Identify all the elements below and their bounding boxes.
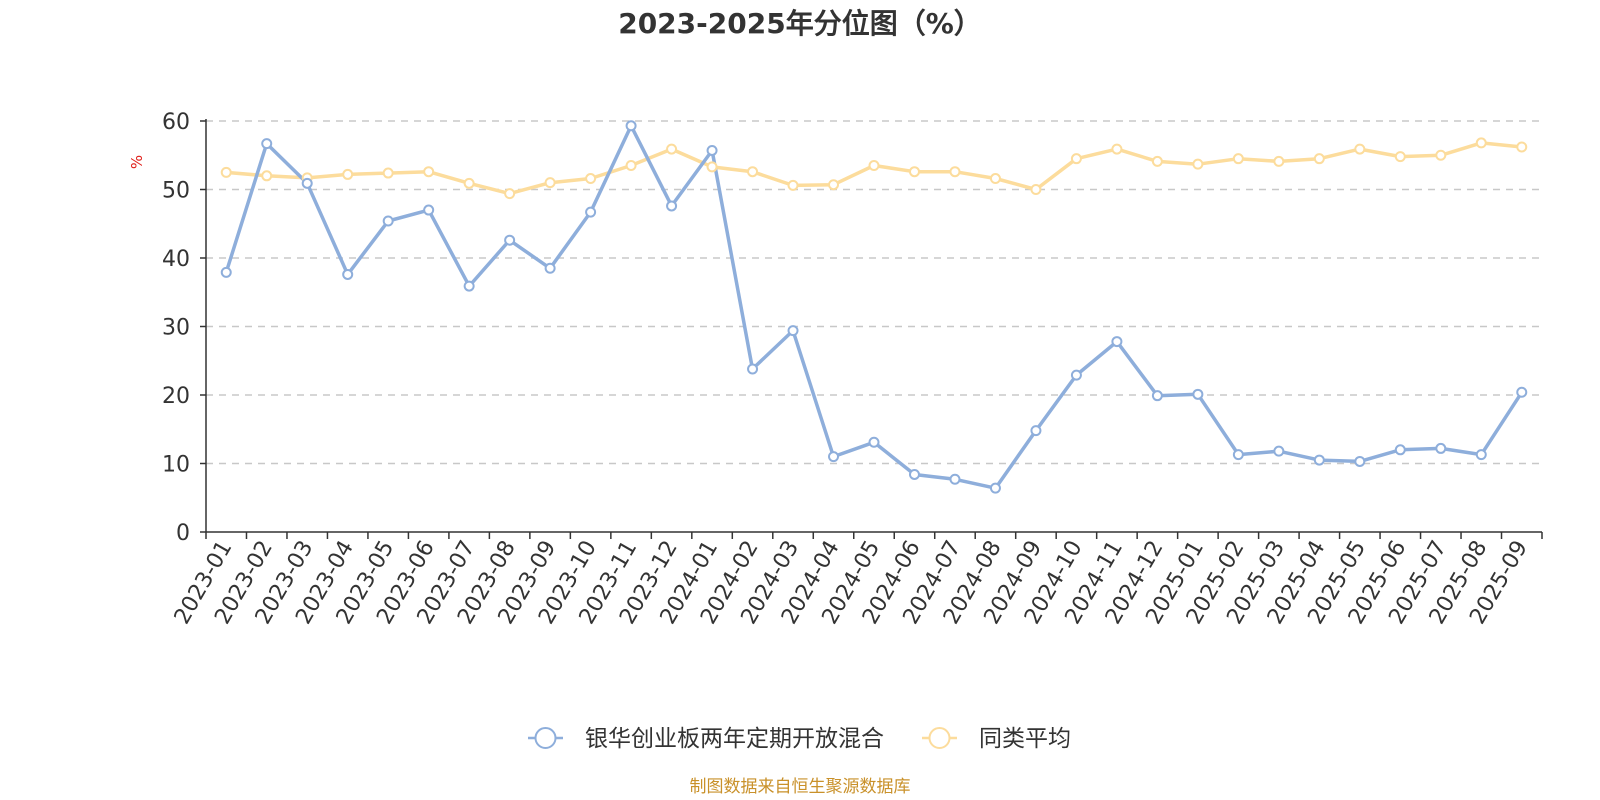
legend-item-0[interactable]: 银华创业板两年定期开放混合: [528, 726, 884, 752]
legend-label: 同类平均: [979, 726, 1071, 752]
data-point-s1-2024-09: [1030, 184, 1042, 195]
series-line-0: [224, 124, 1524, 490]
data-point-s0-2023-09: [544, 262, 556, 274]
axes: 01020304050602023-012023-022023-032023-0…: [162, 110, 1543, 629]
data-point-s0-2025-04: [1313, 454, 1325, 466]
data-point-s0-2025-01: [1192, 388, 1204, 400]
data-point-s0-2024-04: [828, 451, 840, 463]
data-point-s1-2024-01: [706, 161, 718, 173]
data-point-s0-2024-01: [706, 144, 718, 156]
data-point-s0-2023-04: [342, 268, 354, 280]
data-point-s0-2024-09: [1030, 425, 1042, 437]
data-point-s0-2025-07: [1435, 442, 1447, 454]
data-point-s0-2025-06: [1394, 444, 1406, 456]
data-point-s1-2023-02: [261, 170, 273, 182]
data-point-s0-2024-06: [908, 468, 920, 480]
data-point-s0-2025-09: [1516, 386, 1528, 398]
legend-label: 银华创业板两年定期开放混合: [585, 726, 884, 752]
data-point-s0-2024-05: [868, 436, 880, 448]
data-point-s0-2025-02: [1232, 449, 1244, 461]
data-point-s1-2024-10: [1070, 153, 1082, 165]
legend-swatch-marker: [928, 727, 951, 749]
data-point-s1-2023-08: [504, 188, 516, 200]
legend-item-1[interactable]: 同类平均: [922, 726, 1071, 752]
data-point-s0-2023-10: [585, 206, 597, 218]
data-point-s0-2023-07: [463, 280, 475, 292]
data-point-s0-2023-06: [423, 204, 435, 216]
series-lines: [220, 120, 1528, 494]
data-point-s0-2023-02: [261, 138, 273, 150]
data-point-s1-2023-07: [463, 177, 475, 189]
data-point-s1-2023-09: [544, 177, 556, 189]
data-point-s1-2023-05: [382, 167, 394, 179]
data-point-s1-2023-12: [666, 143, 678, 155]
data-point-s1-2023-04: [342, 168, 354, 180]
legend-swatch-marker: [534, 727, 557, 749]
legend[interactable]: 银华创业板两年定期开放混合 同类平均: [528, 726, 1071, 752]
data-point-s0-2024-10: [1070, 369, 1082, 381]
data-point-s0-2024-03: [787, 325, 799, 337]
data-point-s1-2025-07: [1435, 149, 1447, 161]
data-point-s1-2025-03: [1273, 155, 1285, 167]
data-point-s0-2024-11: [1111, 336, 1123, 348]
data-point-s1-2025-01: [1192, 158, 1204, 170]
data-point-s0-2023-08: [504, 234, 516, 246]
data-point-s1-2024-03: [787, 179, 799, 191]
data-point-s1-2024-05: [868, 160, 880, 172]
data-point-s0-2024-08: [989, 482, 1001, 494]
y-tick-label-50: 50: [162, 179, 190, 204]
chart-title: 2023-2025年分位图（%）: [618, 7, 982, 40]
data-point-s0-2024-12: [1151, 390, 1163, 402]
data-point-s1-2024-11: [1111, 143, 1123, 155]
data-point-s1-2025-05: [1354, 143, 1366, 155]
data-point-s1-2023-11: [625, 160, 637, 172]
data-point-s0-2025-03: [1273, 445, 1285, 457]
data-point-s0-2025-08: [1475, 449, 1487, 461]
y-tick-label-60: 60: [162, 110, 190, 135]
y-tick-label-10: 10: [162, 453, 190, 478]
data-point-s1-2023-01: [220, 166, 232, 178]
data-point-s1-2025-09: [1516, 141, 1528, 153]
data-point-s1-2024-08: [989, 173, 1001, 185]
data-point-s1-2023-06: [423, 166, 435, 178]
y-axis-unit: %: [128, 155, 146, 169]
source-note: 制图数据来自恒生聚源数据库: [690, 777, 911, 797]
data-point-s0-2024-02: [747, 363, 759, 375]
data-point-s0-2024-07: [949, 473, 961, 485]
data-point-s0-2023-11: [625, 120, 637, 132]
y-tick-label-30: 30: [162, 316, 190, 341]
data-point-s1-2025-04: [1313, 153, 1325, 165]
data-point-s0-2023-05: [382, 215, 394, 227]
data-point-s0-2025-05: [1354, 455, 1366, 467]
data-point-s1-2024-06: [908, 166, 920, 178]
data-point-s1-2024-04: [828, 179, 840, 191]
data-point-s1-2023-10: [585, 173, 597, 185]
y-tick-label-20: 20: [162, 384, 190, 409]
y-tick-label-0: 0: [176, 521, 190, 546]
data-point-s0-2023-01: [220, 266, 232, 278]
data-point-s1-2024-12: [1151, 155, 1163, 167]
data-point-s0-2023-12: [666, 200, 678, 212]
data-point-s1-2025-02: [1232, 153, 1244, 165]
data-point-s1-2024-02: [747, 166, 759, 178]
data-point-s0-2023-03: [301, 177, 313, 189]
y-tick-label-40: 40: [162, 247, 190, 272]
data-point-s1-2025-06: [1394, 151, 1406, 163]
grid-lines: [206, 120, 1542, 465]
data-point-s1-2024-07: [949, 166, 961, 178]
data-point-s1-2025-08: [1475, 137, 1487, 149]
